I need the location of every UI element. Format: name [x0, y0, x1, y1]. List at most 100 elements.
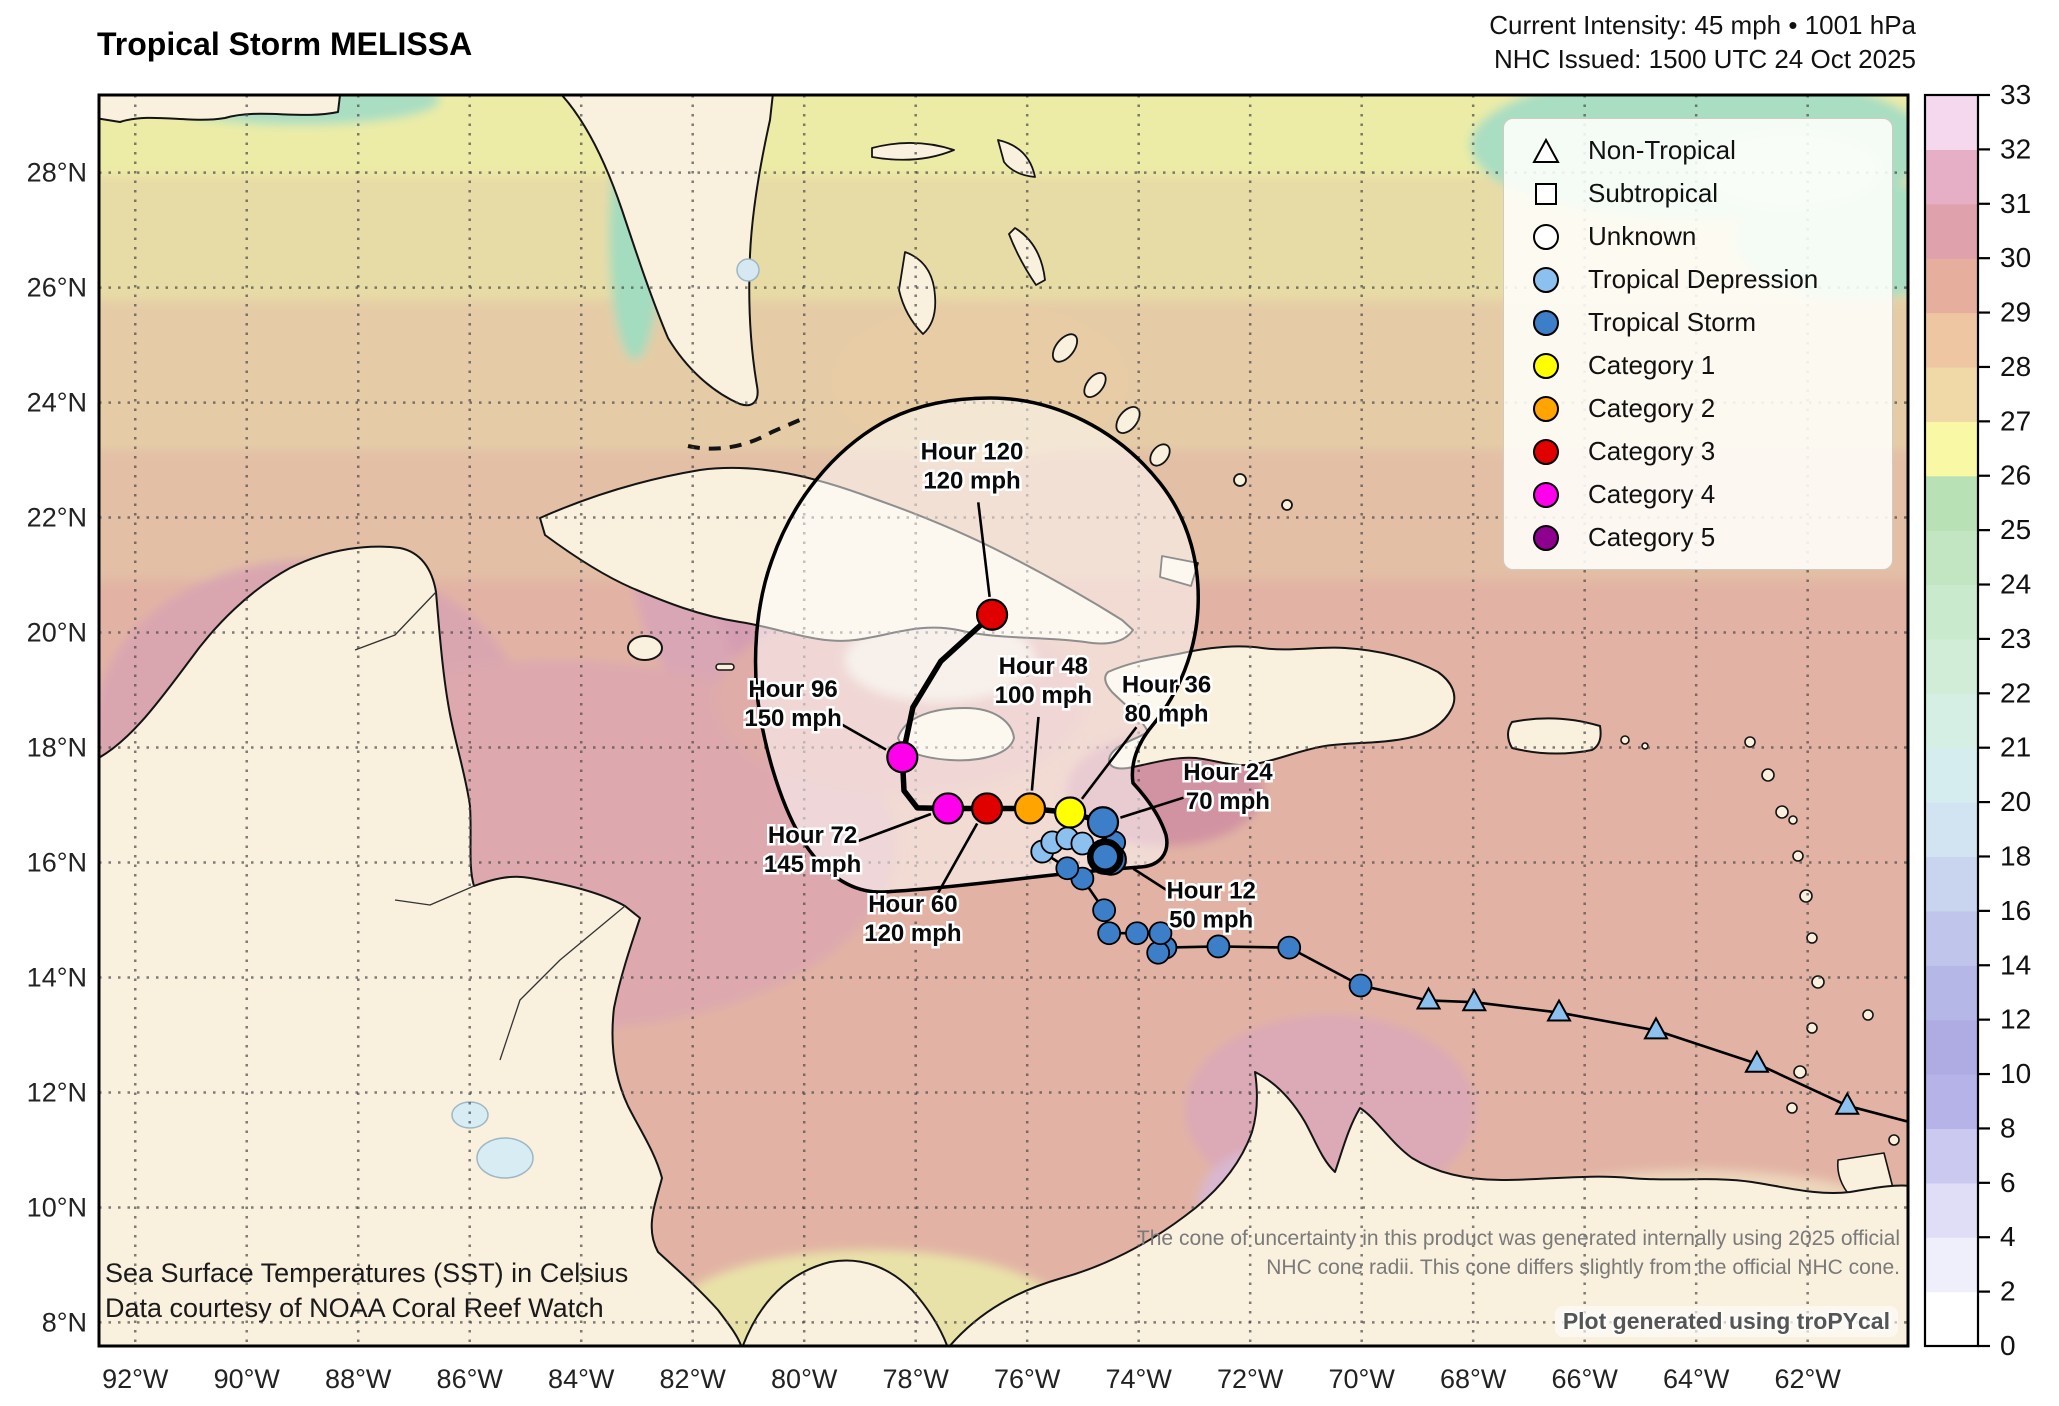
colorbar-tick-label: 22	[2000, 677, 2031, 708]
hour-label-pointer	[937, 822, 979, 894]
y-axis-tick-label: 20°N	[27, 618, 87, 648]
x-axis-tick-label: 74°W	[1106, 1364, 1173, 1394]
puerto-rico	[1507, 717, 1602, 755]
y-axis-tick-label: 24°N	[27, 388, 87, 418]
history-point-non-tropical	[1546, 998, 1572, 1022]
circle-marker-icon	[1504, 523, 1588, 553]
triangle-marker-icon	[1504, 136, 1588, 166]
hour-label-hour-36: Hour 36 80 mph	[1122, 672, 1211, 728]
nhc-issued-text: NHC Issued: 1500 UTC 24 Oct 2025	[1494, 44, 1916, 74]
legend-item-label: Tropical Storm	[1588, 307, 1757, 337]
history-point-non-tropical	[1744, 1049, 1770, 1073]
y-axis-tick-label: 28°N	[27, 158, 87, 188]
legend-item-label: Category 4	[1588, 479, 1716, 509]
history-point	[1277, 935, 1302, 960]
sst-colorbar: 0246810121416182021222324252627282930313…	[1923, 79, 2031, 1361]
y-axis-tick-label: 8°N	[42, 1307, 87, 1337]
isla-juventud	[627, 635, 663, 661]
y-axis-tick-label: 26°N	[27, 273, 87, 303]
history-point	[1148, 921, 1173, 946]
forecast-point-hour-24	[1086, 806, 1120, 839]
colorbar-tick-label: 20	[2000, 786, 2031, 817]
legend-item-category-1: Category 1	[1504, 345, 1892, 387]
colorbar-tick-label: 33	[2000, 79, 2031, 110]
colorbar-segment	[1925, 693, 1978, 749]
legend-item-category-4: Category 4	[1504, 474, 1892, 516]
history-point-non-tropical	[1643, 1016, 1669, 1040]
colorbar-tick-label: 30	[2000, 242, 2031, 273]
colorbar-segment	[1925, 95, 1978, 150]
colorbar-segment	[1925, 584, 1978, 640]
y-axis-tick-label: 22°N	[27, 503, 87, 533]
circle-marker-icon	[1504, 351, 1588, 381]
observed-track	[1030, 826, 1908, 1123]
hour-label-pointer	[1120, 796, 1184, 819]
colorbar-segment	[1925, 1019, 1978, 1075]
hour-label-pointer	[1080, 726, 1138, 800]
credit-text: Plot generated using troPYcal	[1554, 1306, 1898, 1337]
legend-item-category-5: Category 5	[1504, 517, 1892, 559]
hour-label-hour-48: Hour 48 100 mph	[995, 653, 1092, 709]
south-america	[948, 1071, 1908, 1346]
colorbar-tick-label: 23	[2000, 623, 2031, 654]
colorbar-segment	[1925, 203, 1978, 259]
colorbar-tick-label: 8	[2000, 1112, 2016, 1143]
history-point	[1206, 934, 1231, 959]
colorbar-segment	[1925, 638, 1978, 694]
axis-labels: 92°W 90°W 88°W 86°W 84°W 82°W 80°W 78°W 76°W 74°W…	[27, 158, 1842, 1394]
x-axis-tick-label: 82°W	[660, 1364, 727, 1394]
x-axis-tick-label: 88°W	[325, 1364, 392, 1394]
colorbar-segment	[1925, 312, 1978, 368]
x-axis-tick-label: 66°W	[1552, 1364, 1619, 1394]
circle-marker-icon	[1504, 394, 1588, 424]
hour-labels: Hour 120 120 mph Hour 96 150 mph Hour 72 145 …	[742, 436, 1276, 949]
colorbar-segment	[1925, 1237, 1978, 1293]
lake-okeechobee	[736, 258, 760, 282]
y-axis-tick-label: 16°N	[27, 848, 87, 878]
x-axis-tick-label: 62°W	[1774, 1364, 1841, 1394]
colorbar-segment	[1925, 856, 1978, 912]
hour-label-hour-24: Hour 24 70 mph	[1183, 759, 1273, 815]
cone-disclaimer-line1: The cone of uncertainty in this product …	[1136, 1227, 1900, 1250]
x-axis-tick-label: 72°W	[1217, 1364, 1284, 1394]
legend-item-label: Category 2	[1588, 393, 1716, 423]
colorbar-tick-label: 28	[2000, 351, 2031, 382]
lake-nicaragua	[476, 1137, 534, 1179]
colorbar-segment	[1925, 421, 1978, 477]
legend-item-tropical-storm: Tropical Storm	[1504, 302, 1892, 344]
map-frame	[97, 93, 1910, 1348]
circle-marker-icon	[1504, 437, 1588, 467]
x-axis-tick-label: 92°W	[102, 1364, 169, 1394]
colorbar-segment	[1925, 965, 1978, 1021]
history-point	[1348, 973, 1373, 998]
colorbar-segment	[1925, 149, 1978, 205]
florida-keys	[687, 417, 803, 451]
colorbar-tick-label: 10	[2000, 1058, 2031, 1089]
y-axis-tick-label: 18°N	[27, 733, 87, 763]
colorbar-tick-label: 31	[2000, 188, 2031, 219]
colorbar-segment	[1925, 1291, 1978, 1347]
colorbar-segment	[1925, 1128, 1978, 1184]
x-axis-tick-label: 68°W	[1440, 1364, 1507, 1394]
legend-item-category-3: Category 3	[1504, 431, 1892, 473]
florida	[560, 95, 774, 407]
colorbar-tick-label: 32	[2000, 133, 2031, 164]
hour-label-hour-12: Hour 12 50 mph	[1166, 877, 1255, 933]
circle-marker-icon	[1504, 222, 1588, 252]
colorbar-tick-label: 24	[2000, 569, 2031, 600]
forecast-point-hour-120	[975, 598, 1009, 631]
x-axis-tick-label: 80°W	[771, 1364, 838, 1394]
legend-item-label: Unknown	[1588, 221, 1697, 251]
colorbar-segment	[1925, 1074, 1978, 1130]
current-intensity-text: Current Intensity: 45 mph • 1001 hPa	[1489, 10, 1916, 40]
legend-item-unknown: Unknown	[1504, 216, 1892, 258]
cone-of-uncertainty	[753, 396, 1200, 894]
cone-disclaimer: The cone of uncertainty in this product …	[1137, 1224, 1900, 1282]
hour-label-pointer	[976, 502, 991, 598]
history-point	[1097, 921, 1122, 946]
country-borders	[354, 591, 626, 1061]
colorbar-tick-label: 0	[2000, 1330, 2016, 1361]
colorbar-tick-label: 2	[2000, 1276, 2016, 1307]
current-position-marker	[1086, 838, 1124, 876]
